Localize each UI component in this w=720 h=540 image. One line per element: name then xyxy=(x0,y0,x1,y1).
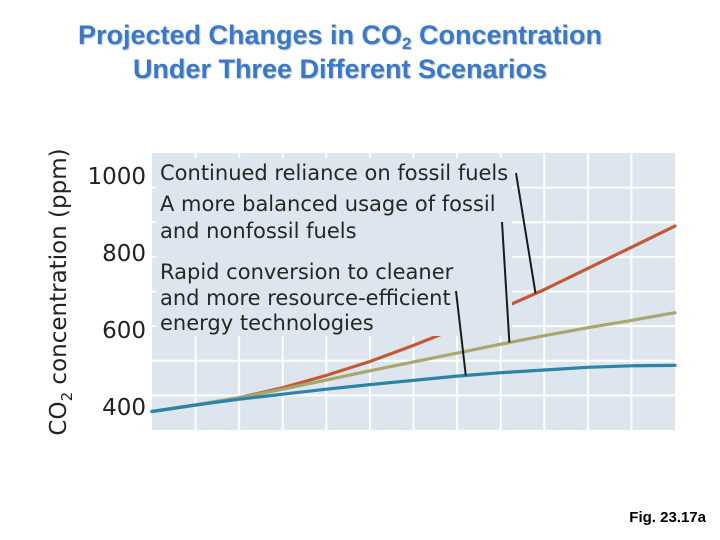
y-tick-label: 600 xyxy=(102,318,146,344)
title-prefix: Projected Changes in CO xyxy=(77,20,403,50)
figure-caption: Fig. 23.17a xyxy=(629,509,706,526)
legend-line-5: and more resource-efficient xyxy=(160,286,451,310)
legend-line-6: energy technologies xyxy=(160,311,374,335)
title-subscript: 2 xyxy=(402,34,412,53)
legend-line-3: and nonfossil fuels xyxy=(160,219,357,243)
legend: Continued reliance on fossil fuels A more… xyxy=(156,158,512,336)
legend-line-4: Rapid conversion to cleaner xyxy=(160,260,454,284)
slide-title: Projected Changes in CO2 Concentration U… xyxy=(0,18,680,86)
legend-background xyxy=(156,158,512,336)
legend-pointer-2 xyxy=(501,221,511,343)
y-tick-label: 800 xyxy=(102,241,146,267)
y-tick-label: 1000 xyxy=(87,164,146,190)
y-axis-label: CO2 concentration (ppm) xyxy=(46,148,76,435)
y-tick-label: 400 xyxy=(102,395,146,421)
legend-pointer-3 xyxy=(455,290,467,376)
y-label-suffix: concentration (ppm) xyxy=(46,148,72,391)
legend-pointer-1 xyxy=(515,172,537,294)
series-line-3 xyxy=(150,363,677,414)
legend-line-2: A more balanced usage of fossil xyxy=(160,192,496,216)
title-suffix: Concentration xyxy=(411,20,603,50)
y-axis-ticks: 400 600 800 1000 xyxy=(87,164,146,421)
legend-pointers xyxy=(455,172,537,376)
y-label-subscript: 2 xyxy=(58,392,76,402)
y-label-prefix: CO xyxy=(46,401,72,435)
legend-line-1: Continued reliance on fossil fuels xyxy=(160,161,508,185)
title-line-2: Under Three Different Scenarios xyxy=(132,54,548,84)
title-line-1: Projected Changes in CO2 Concentration xyxy=(0,18,680,52)
series-lines xyxy=(150,224,677,414)
